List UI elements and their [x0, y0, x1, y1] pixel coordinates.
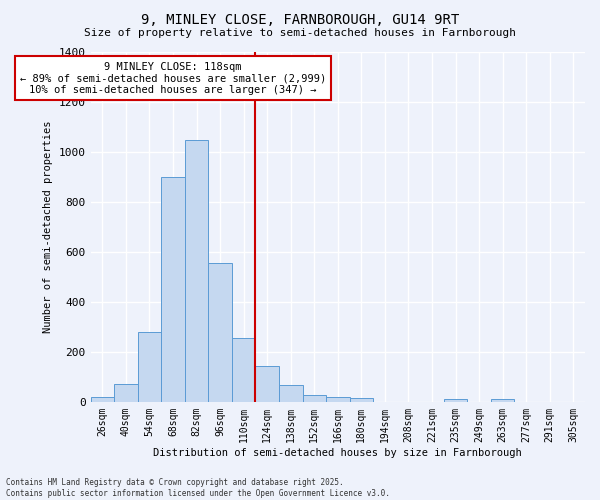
- Bar: [350, 398, 373, 402]
- Bar: [444, 399, 467, 402]
- X-axis label: Distribution of semi-detached houses by size in Farnborough: Distribution of semi-detached houses by …: [154, 448, 522, 458]
- Bar: [114, 384, 138, 402]
- Bar: [208, 263, 232, 402]
- Text: 9 MINLEY CLOSE: 118sqm
← 89% of semi-detached houses are smaller (2,999)
10% of : 9 MINLEY CLOSE: 118sqm ← 89% of semi-det…: [20, 62, 326, 94]
- Y-axis label: Number of semi-detached properties: Number of semi-detached properties: [43, 120, 53, 333]
- Bar: [138, 332, 161, 402]
- Bar: [91, 397, 114, 402]
- Bar: [185, 140, 208, 402]
- Bar: [232, 338, 256, 402]
- Bar: [491, 400, 514, 402]
- Text: 9, MINLEY CLOSE, FARNBOROUGH, GU14 9RT: 9, MINLEY CLOSE, FARNBOROUGH, GU14 9RT: [141, 12, 459, 26]
- Bar: [326, 398, 350, 402]
- Bar: [161, 176, 185, 402]
- Bar: [256, 366, 279, 402]
- Bar: [279, 385, 302, 402]
- Bar: [302, 395, 326, 402]
- Text: Contains HM Land Registry data © Crown copyright and database right 2025.
Contai: Contains HM Land Registry data © Crown c…: [6, 478, 390, 498]
- Text: Size of property relative to semi-detached houses in Farnborough: Size of property relative to semi-detach…: [84, 28, 516, 38]
